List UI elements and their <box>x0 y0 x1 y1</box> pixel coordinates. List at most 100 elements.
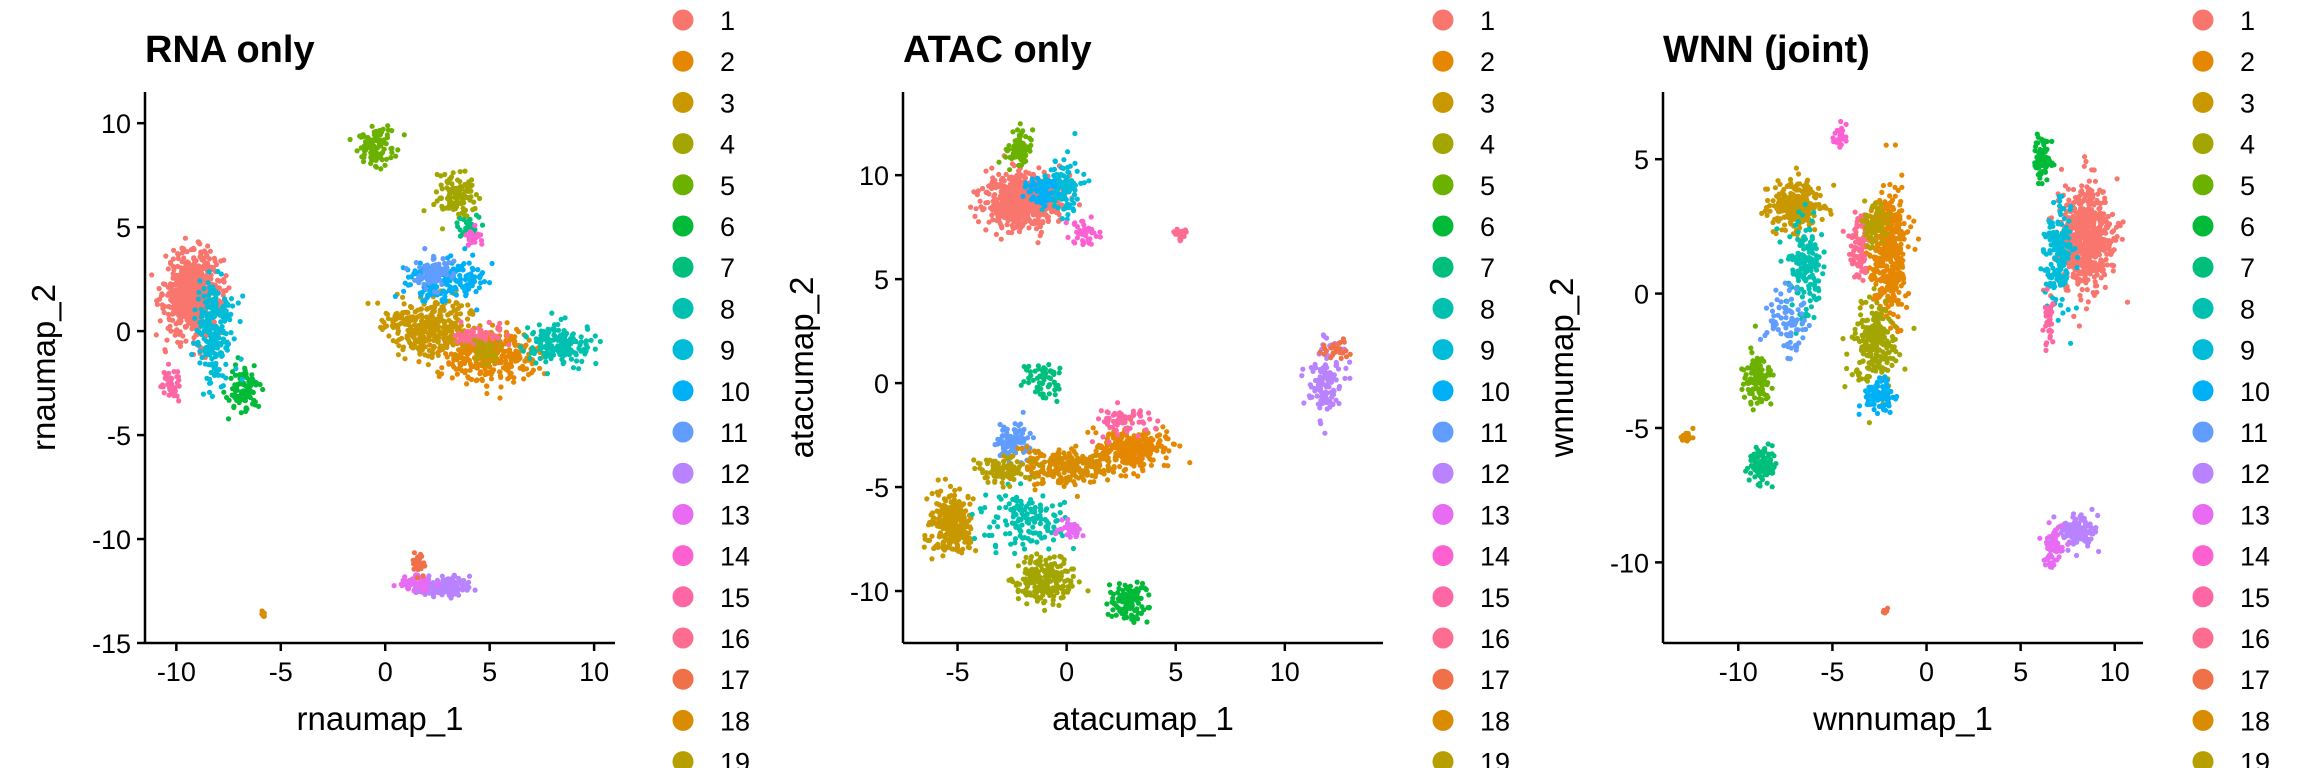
point <box>404 335 410 341</box>
point <box>943 520 949 527</box>
point <box>1057 509 1063 516</box>
point <box>433 301 439 307</box>
point <box>1046 375 1052 381</box>
legend-label-12: 12 <box>720 459 750 489</box>
point <box>1061 588 1067 594</box>
point <box>949 517 956 523</box>
point <box>953 523 959 529</box>
point <box>362 143 368 149</box>
point <box>1116 585 1122 592</box>
point <box>203 250 209 256</box>
point <box>478 369 484 375</box>
point <box>1024 601 1030 607</box>
point <box>1026 516 1032 522</box>
point <box>984 189 990 195</box>
point <box>1050 585 1056 591</box>
point <box>170 256 176 262</box>
point <box>249 372 255 378</box>
point <box>491 358 497 364</box>
point <box>1011 163 1017 169</box>
point <box>1004 522 1010 528</box>
point <box>473 289 479 295</box>
legend-key-7 <box>672 256 694 278</box>
point <box>1019 206 1026 212</box>
point <box>1058 595 1064 601</box>
point <box>574 358 580 364</box>
point <box>538 328 544 334</box>
point <box>214 370 220 376</box>
point <box>537 365 543 371</box>
point <box>410 557 416 563</box>
point <box>386 333 392 339</box>
cluster-4-points <box>421 168 483 232</box>
point <box>470 328 476 334</box>
point <box>930 517 936 523</box>
point <box>510 379 517 385</box>
point <box>417 273 423 279</box>
point <box>450 266 456 272</box>
point <box>1018 382 1024 388</box>
point <box>437 329 443 335</box>
point <box>937 530 944 536</box>
point <box>1131 619 1137 626</box>
point <box>1044 183 1050 189</box>
point <box>993 231 1000 237</box>
point <box>441 320 448 326</box>
point <box>956 547 962 554</box>
point <box>205 243 211 249</box>
point <box>1026 225 1032 231</box>
point <box>989 532 995 539</box>
point <box>1104 601 1110 607</box>
point <box>972 213 978 219</box>
point <box>1013 498 1020 504</box>
point <box>559 356 565 362</box>
point <box>1111 601 1117 607</box>
legend-label-17: 17 <box>720 665 750 695</box>
point <box>431 344 437 350</box>
point <box>506 342 512 348</box>
point <box>478 232 484 238</box>
point <box>1127 605 1133 611</box>
point <box>474 307 480 313</box>
point <box>1070 545 1076 552</box>
point <box>219 353 225 359</box>
point <box>438 173 444 179</box>
point <box>412 277 418 283</box>
point <box>1024 196 1030 202</box>
point <box>1070 185 1076 191</box>
point <box>954 515 960 521</box>
point <box>1010 129 1016 135</box>
point <box>463 184 469 190</box>
point <box>207 248 213 254</box>
point <box>538 344 544 350</box>
point <box>582 351 588 357</box>
point <box>476 346 483 352</box>
point <box>439 186 445 192</box>
point <box>1124 460 1130 466</box>
point <box>171 247 177 253</box>
point <box>1059 533 1066 539</box>
point <box>173 289 179 295</box>
point <box>929 533 935 539</box>
point <box>985 199 991 206</box>
point <box>232 372 239 378</box>
point <box>1078 180 1084 186</box>
legend-key-1 <box>672 9 694 31</box>
point <box>451 579 457 585</box>
legend-label-11: 11 <box>720 418 748 448</box>
point <box>384 132 390 138</box>
point <box>570 365 577 371</box>
point <box>934 501 940 507</box>
point <box>569 332 575 338</box>
point <box>1004 222 1010 228</box>
point <box>435 352 441 358</box>
point <box>231 403 237 409</box>
point <box>1057 365 1063 371</box>
point <box>179 274 185 280</box>
point <box>475 267 481 273</box>
point <box>419 589 425 595</box>
point <box>1155 444 1161 450</box>
point <box>1117 464 1123 470</box>
point <box>247 394 253 401</box>
